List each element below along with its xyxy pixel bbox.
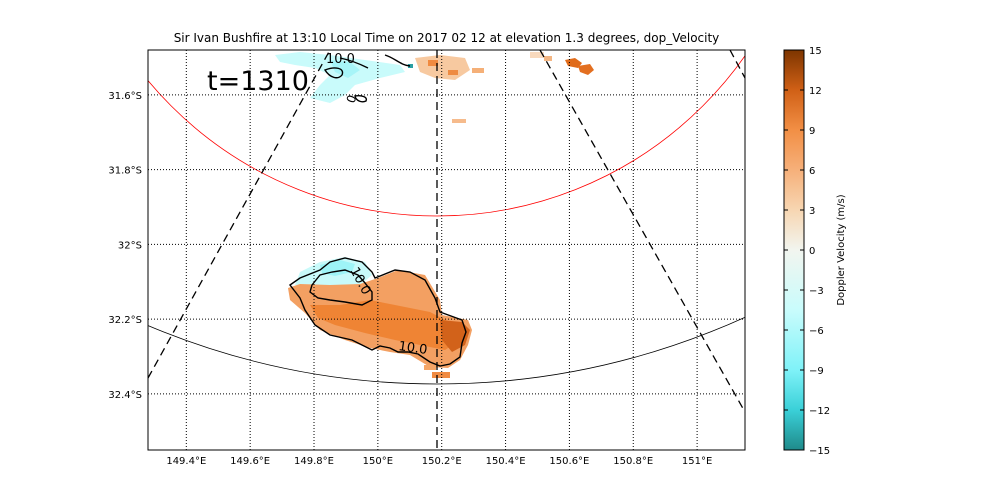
echo-fragment bbox=[432, 372, 450, 378]
colorbar-tick-label: 12 bbox=[809, 86, 822, 97]
contour-label: 0 bbox=[344, 93, 360, 105]
graticule bbox=[148, 50, 745, 450]
echo-negative-core bbox=[320, 260, 355, 276]
range-ring-inner bbox=[148, 54, 745, 217]
x-tick-label: 149.6°E bbox=[230, 456, 270, 467]
y-tick-label: 31.6°S bbox=[108, 91, 142, 102]
colorbar-tick-label: −12 bbox=[809, 406, 830, 417]
x-tick-label: 150.8°E bbox=[613, 456, 653, 467]
echo-fragment bbox=[452, 119, 466, 123]
y-tick-label: 31.8°S bbox=[108, 166, 142, 177]
contour-line bbox=[323, 67, 344, 79]
echo-fragment bbox=[472, 68, 484, 73]
x-tick-label: 150.4°E bbox=[486, 456, 526, 467]
radial-line-west bbox=[148, 50, 331, 379]
echo-fragment bbox=[448, 70, 458, 75]
x-tick-label: 151°E bbox=[682, 456, 712, 467]
contour-line bbox=[288, 257, 467, 367]
colorbar-tick-label: 6 bbox=[809, 166, 815, 177]
contour-line bbox=[384, 54, 411, 67]
colorbar-label: Doppler Velocity (m/s) bbox=[836, 194, 847, 305]
radial-line-east bbox=[539, 50, 745, 413]
colorbar-tick-label: −3 bbox=[809, 286, 824, 297]
x-tick-label: 150.2°E bbox=[422, 456, 462, 467]
echo-fragment bbox=[530, 52, 544, 58]
colorbar-ticks: 15 12 9 6 3 0 −3 −6 −9 −12 −15 bbox=[784, 46, 830, 457]
contour-line bbox=[309, 269, 373, 306]
x-tick-label: 150.6°E bbox=[549, 456, 589, 467]
echo-fragment bbox=[544, 56, 552, 61]
contour-line bbox=[354, 95, 368, 103]
y-tick-label: 32.4°S bbox=[108, 390, 142, 401]
colorbar-tick-label: −6 bbox=[809, 326, 824, 337]
x-tick-label: 149.4°E bbox=[166, 456, 206, 467]
colorbar-tick-label: 0 bbox=[809, 246, 815, 257]
chart-title: Sir Ivan Bushfire at 13:10 Local Time on… bbox=[173, 31, 720, 45]
colorbar-tick-label: −9 bbox=[809, 366, 824, 377]
x-tick-label: 150°E bbox=[363, 456, 393, 467]
contour-line bbox=[339, 57, 369, 69]
y-tick-label: 32°S bbox=[118, 240, 142, 251]
x-tick-label: 149.8°E bbox=[294, 456, 334, 467]
x-axis-ticks: 149.4°E 149.6°E 149.8°E 150°E 150.2°E 150.4°E… bbox=[166, 456, 712, 467]
colorbar-tick-label: −15 bbox=[809, 446, 830, 457]
echo-fragment bbox=[408, 64, 413, 68]
echo-fragment bbox=[424, 365, 436, 370]
velocity-contours bbox=[288, 54, 467, 367]
radial-line-east-far bbox=[729, 50, 745, 79]
colorbar-tick-label: 3 bbox=[809, 206, 815, 217]
echo-positive-inner bbox=[310, 300, 460, 350]
echo-fragment bbox=[428, 60, 438, 66]
echo-north-cyan-dark bbox=[330, 60, 360, 78]
colorbar-tick-label: 9 bbox=[809, 126, 815, 137]
echo-fragment bbox=[578, 64, 594, 75]
plot-area bbox=[148, 50, 745, 450]
y-axis-ticks: 31.6°S 31.8°S 32°S 32.2°S 32.4°S bbox=[108, 91, 142, 401]
contour-label: 10.0 bbox=[397, 339, 428, 358]
range-ring-outer bbox=[148, 316, 745, 385]
y-tick-label: 32.2°S bbox=[108, 315, 142, 326]
colorbar-tick-label: 15 bbox=[809, 46, 822, 57]
time-annotation: t=1310 bbox=[207, 66, 309, 97]
plot-frame bbox=[147, 49, 746, 451]
contour-label: 10.0 bbox=[326, 52, 355, 67]
